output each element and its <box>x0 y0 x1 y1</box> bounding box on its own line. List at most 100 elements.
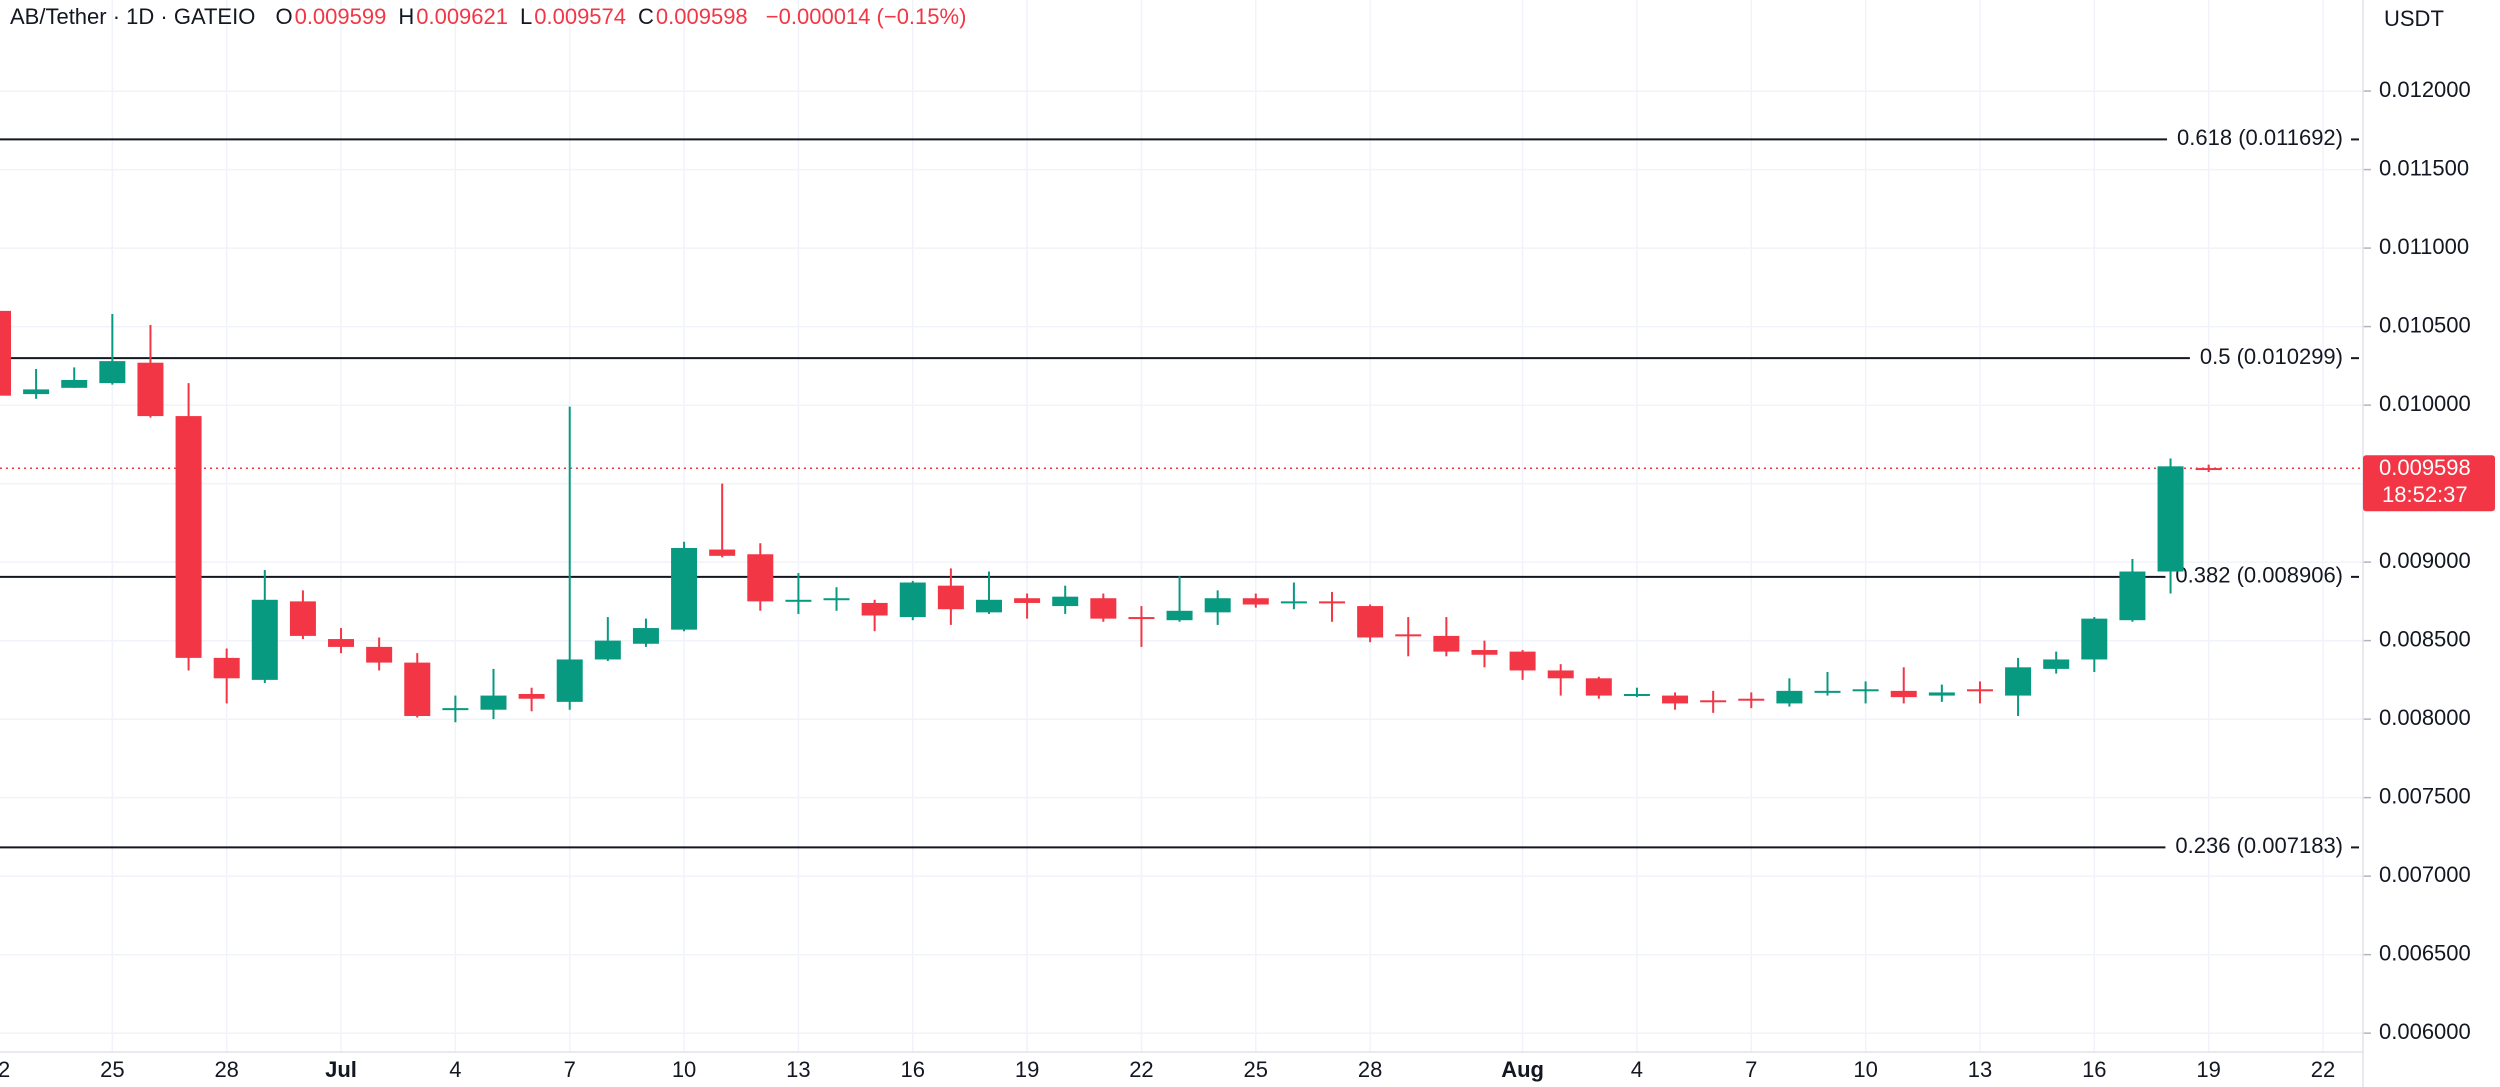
x-tick-label: 22 <box>1129 1057 1153 1082</box>
candle-body <box>23 389 50 395</box>
x-tick-label: 28 <box>1358 1057 1382 1082</box>
candle-body <box>0 310 11 396</box>
y-tick-label: 0.008000 <box>2379 705 2471 730</box>
candle-body <box>556 659 583 702</box>
candle-body <box>899 582 926 618</box>
x-tick-label: 7 <box>564 1057 576 1082</box>
candle-body <box>937 585 964 610</box>
candle-body <box>289 601 316 636</box>
candle-body <box>1966 689 1993 692</box>
candle-body <box>213 657 240 679</box>
candle-body <box>1814 690 1841 693</box>
candle-body <box>785 599 812 602</box>
candle-body <box>61 379 88 388</box>
candle-body <box>1585 678 1612 696</box>
candle-body <box>99 361 126 384</box>
candle-body <box>1319 601 1346 604</box>
x-tick-label: 25 <box>100 1057 124 1082</box>
candle-body <box>2195 468 2222 471</box>
candle-body <box>480 695 507 710</box>
ohlc-value: 0.009574 <box>534 4 627 29</box>
symbol: AB/Tether · 1D · GATEIO <box>10 4 256 29</box>
x-tick-label: 4 <box>1631 1057 1643 1082</box>
x-tick-label: 16 <box>2082 1057 2106 1082</box>
candle-body <box>404 662 431 716</box>
candle-body <box>632 628 659 644</box>
x-tick-label: Jul <box>325 1057 357 1082</box>
candle-body <box>1471 650 1498 655</box>
candle-body <box>328 639 355 647</box>
candle-body <box>251 599 278 680</box>
ohlc-value: 0.009599 <box>294 4 387 29</box>
y-tick-label: 0.009000 <box>2379 548 2471 573</box>
candle-body <box>1700 700 1727 703</box>
x-tick-label: 16 <box>901 1057 925 1082</box>
x-tick-label: 4 <box>449 1057 461 1082</box>
candle-body <box>823 598 850 601</box>
candle-body <box>1395 634 1422 637</box>
x-tick-label: 13 <box>786 1057 810 1082</box>
x-tick-label: 22 <box>2311 1057 2335 1082</box>
x-tick-label: Aug <box>1501 1057 1544 1082</box>
last-price-label: 0.009598 <box>2379 455 2471 480</box>
x-tick-label: 7 <box>1745 1057 1757 1082</box>
candle-body <box>1014 598 1041 603</box>
candle-body <box>1776 690 1803 704</box>
candle-body <box>1433 635 1460 652</box>
countdown: 18:52:37 <box>2382 482 2468 507</box>
x-tick-label: 19 <box>1015 1057 1039 1082</box>
fib-label: 0.382 (0.008906) <box>2175 563 2343 588</box>
x-tick-label: 13 <box>1968 1057 1992 1082</box>
ohlc-key: O <box>275 4 293 29</box>
y-tick-label: 0.006500 <box>2379 940 2471 965</box>
x-tick-label: 19 <box>2196 1057 2220 1082</box>
candle-body <box>594 640 621 660</box>
fib-label: 0.236 (0.007183) <box>2175 833 2343 858</box>
candle-body <box>1662 695 1689 704</box>
ohlc: O0.009599 H0.009621 L0.009574 C0.009598 <box>275 4 759 29</box>
last-price-tag <box>2363 455 2495 512</box>
x-tick-label: 22 <box>0 1057 10 1082</box>
y-tick-label: 0.011000 <box>2379 234 2469 259</box>
change: −0.000014 (−0.15%) <box>765 4 967 29</box>
candle-body <box>442 708 469 711</box>
y-tick-label: 0.011500 <box>2379 155 2469 180</box>
ohlc-value: 0.009598 <box>655 4 748 29</box>
candle-body <box>671 547 698 630</box>
legend-header: AB/Tether · 1D · GATEIO O0.009599 H0.0096… <box>10 4 978 30</box>
ohlc-key: L <box>520 4 533 29</box>
candle-body <box>175 416 202 658</box>
candle-body <box>2157 466 2184 572</box>
candle-body <box>1090 598 1117 619</box>
candle-body <box>861 602 888 616</box>
candle-body <box>1890 690 1917 698</box>
candle-body <box>1357 606 1384 638</box>
fib-label: 0.618 (0.011692) <box>2177 125 2343 150</box>
candle-body <box>1204 598 1231 613</box>
candle-body <box>709 549 736 556</box>
candle-body <box>2005 667 2032 696</box>
candle-body <box>1128 617 1155 620</box>
candle-body <box>1623 694 1650 697</box>
candle-body <box>366 646 393 663</box>
x-tick-label: 10 <box>1853 1057 1877 1082</box>
candle-body <box>1547 670 1574 679</box>
y-tick-label: 0.008500 <box>2379 626 2471 651</box>
y-unit: USDT <box>2384 6 2444 31</box>
ohlc-key: C <box>638 4 654 29</box>
candle-body <box>1852 689 1879 692</box>
ohlc-value: 0.009621 <box>416 4 508 29</box>
candle-body <box>747 554 774 602</box>
candle-body <box>1052 596 1079 607</box>
x-tick-label: 25 <box>1244 1057 1268 1082</box>
fib-label: 0.5 (0.010299) <box>2200 344 2343 369</box>
candle-body <box>137 362 164 417</box>
grid <box>0 0 2363 1052</box>
y-tick-label: 0.007000 <box>2379 862 2471 887</box>
candle-body <box>975 599 1002 613</box>
candle-body <box>2043 659 2070 669</box>
y-tick-label: 0.012000 <box>2379 77 2471 102</box>
candle-body <box>1166 610 1193 621</box>
